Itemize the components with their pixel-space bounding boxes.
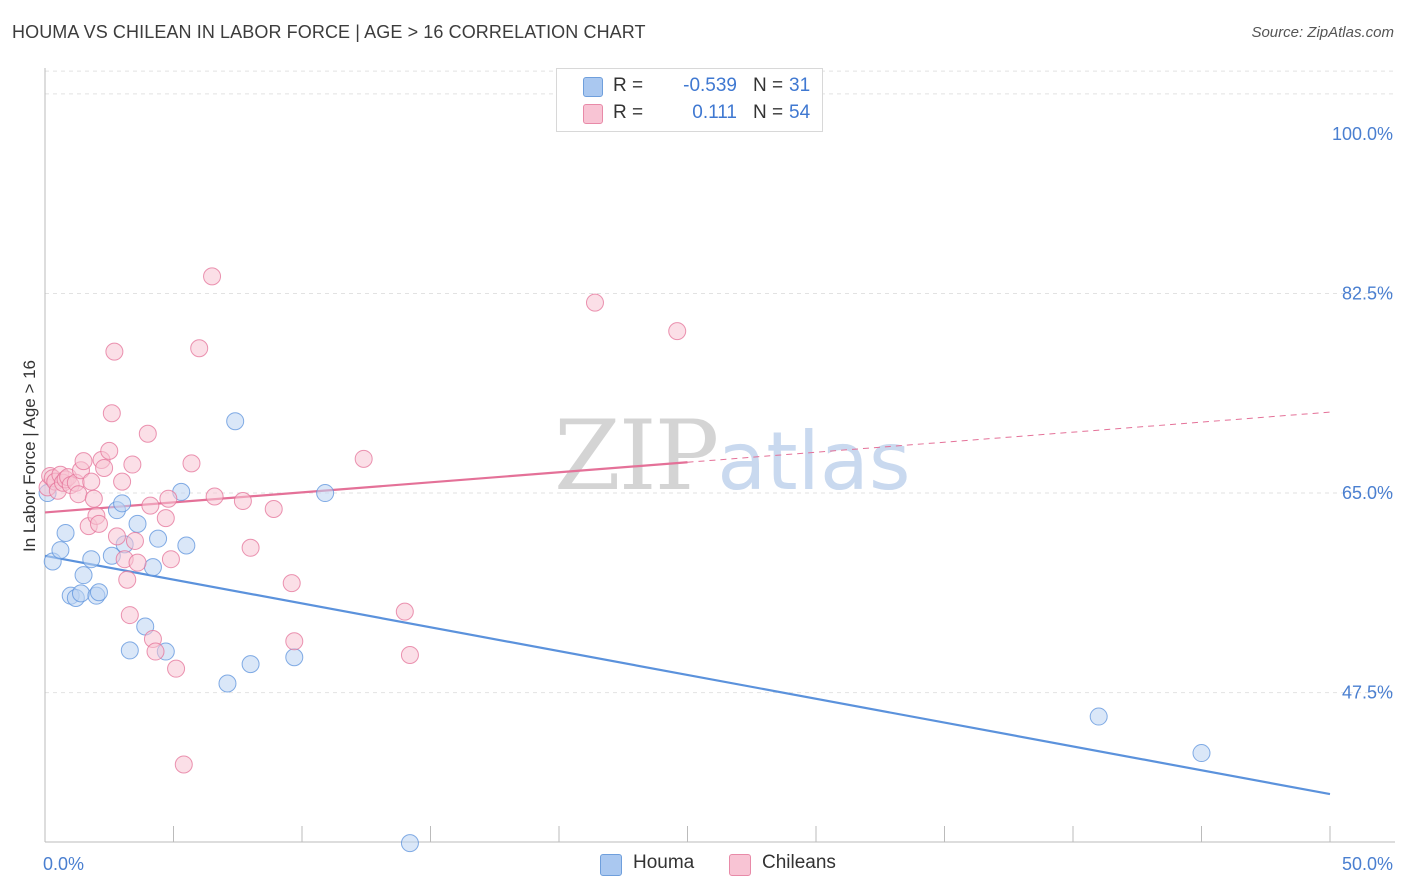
y-tick-label: 82.5%: [1342, 283, 1393, 303]
point-chileans: [105, 342, 124, 361]
point-chileans: [89, 514, 108, 533]
point-houma: [316, 484, 335, 503]
legend-n-value: 54: [789, 102, 811, 123]
point-houma: [285, 648, 304, 667]
point-chileans: [141, 496, 160, 515]
y-tick-label: 47.5%: [1342, 683, 1393, 703]
point-chileans: [161, 550, 180, 569]
legend-r-value: 0.111: [692, 102, 737, 123]
point-chileans: [69, 485, 88, 504]
point-houma: [120, 641, 139, 660]
point-chileans: [174, 755, 193, 774]
point-houma: [89, 583, 108, 602]
point-chileans: [585, 293, 604, 312]
point-chileans: [400, 645, 419, 664]
trend-line-chileans: [44, 461, 688, 514]
point-houma: [82, 550, 101, 569]
bottom-legend-label-chileans: Chileans: [762, 852, 836, 873]
point-chileans: [123, 455, 142, 474]
point-chileans: [107, 527, 126, 546]
point-chileans: [668, 322, 687, 341]
point-chileans: [395, 602, 414, 621]
trend-line-chileans-extension: [687, 411, 1331, 463]
bottom-legend-label-houma: Houma: [633, 852, 695, 873]
point-chileans: [282, 574, 301, 593]
point-chileans: [190, 339, 209, 358]
point-houma: [74, 566, 93, 585]
point-chileans: [82, 472, 101, 491]
legend-n-value: 31: [789, 75, 811, 96]
point-houma: [143, 558, 162, 577]
point-houma: [128, 514, 147, 533]
point-chileans: [203, 267, 222, 286]
point-chileans: [159, 489, 178, 508]
point-houma: [71, 584, 90, 603]
axes: [44, 68, 1395, 843]
point-chileans: [84, 489, 103, 508]
point-chileans: [156, 509, 175, 528]
point-chileans: [233, 492, 252, 511]
point-chileans: [146, 642, 165, 661]
point-chileans: [102, 404, 121, 423]
point-chileans: [74, 452, 93, 471]
point-chileans: [95, 458, 114, 477]
legend-n-label: N =: [753, 75, 784, 96]
y-tick-label: 65.0%: [1342, 483, 1393, 503]
x-tick-label-min: 0.0%: [43, 854, 84, 874]
bottom-legend-swatch-chileans: [729, 854, 751, 876]
point-houma: [226, 412, 245, 431]
point-houma: [218, 674, 237, 693]
data-points: [38, 267, 1211, 853]
point-chileans: [113, 472, 132, 491]
point-houma: [56, 523, 75, 542]
point-chileans: [128, 553, 147, 572]
point-chileans: [120, 606, 139, 625]
chart-title: HOUMA VS CHILEAN IN LABOR FORCE | AGE > …: [12, 22, 646, 42]
correlation-legend: R = -0.539 N = 31 R = 0.111 N = 54: [556, 68, 823, 132]
y-axis-label: In Labor Force | Age > 16: [20, 359, 39, 553]
watermark-atlas: atlas: [717, 415, 911, 508]
point-houma: [1089, 707, 1108, 726]
legend-r-value: -0.539: [683, 75, 737, 96]
point-houma: [113, 494, 132, 513]
point-houma: [400, 834, 419, 853]
legend-n-label: N =: [753, 102, 784, 123]
bottom-legend-swatch-houma: [600, 854, 622, 876]
source-credit: Source: ZipAtlas.com: [1251, 24, 1394, 41]
point-houma: [1192, 744, 1211, 763]
point-chileans: [167, 659, 186, 678]
legend-swatch-chileans: [583, 104, 603, 124]
point-chileans: [241, 538, 260, 557]
tick-labels: 47.5% 65.0% 82.5% 100.0% 0.0% 50.0%: [43, 124, 1393, 874]
point-chileans: [264, 500, 283, 519]
trend-line-houma: [44, 554, 1331, 796]
point-chileans: [182, 454, 201, 473]
point-chileans: [205, 487, 224, 506]
trend-lines: [44, 411, 1331, 796]
point-chileans: [118, 570, 137, 589]
x-tick-label-max: 50.0%: [1342, 854, 1393, 874]
grid-lines: [45, 70, 1395, 694]
y-tick-label: 100.0%: [1332, 124, 1393, 144]
point-houma: [149, 529, 168, 548]
point-chileans: [285, 632, 304, 651]
legend-r-label: R =: [613, 102, 644, 123]
point-chileans: [138, 424, 157, 443]
point-chileans: [354, 449, 373, 468]
legend-swatch-houma: [583, 77, 603, 97]
point-houma: [51, 541, 70, 560]
legend-r-label: R =: [613, 75, 644, 96]
point-houma: [241, 655, 260, 674]
point-chileans: [125, 531, 144, 550]
point-houma: [177, 536, 196, 555]
point-chileans: [100, 441, 119, 460]
